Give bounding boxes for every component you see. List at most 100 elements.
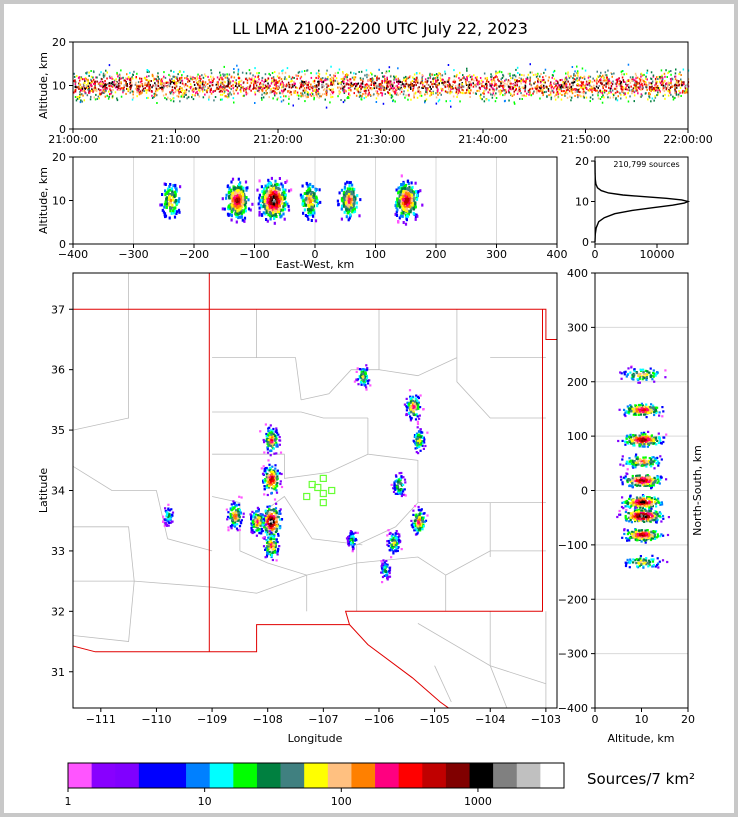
ts-source-cell [103,92,105,94]
ts-source-cell [159,86,161,89]
ts-source-cell [576,90,578,93]
map-state-border [349,624,450,708]
ts-source-cell [457,86,459,89]
ts-source-cell [181,82,184,85]
map-source-cell [260,516,263,519]
ts-ylabel: Altitude, km [37,52,50,119]
ew-source-cell [226,185,229,189]
ts-source-cell [683,83,685,85]
ts-source-cell [674,75,677,78]
ts-source-cell [491,87,494,90]
ts-source-cell [273,79,276,82]
ts-source-cell [379,86,382,89]
ts-source-cell [305,96,308,99]
ew-source-cell [312,208,315,212]
ts-source-cell [322,84,325,87]
ts-source-cell [138,88,140,91]
ts-source-cell [662,82,664,85]
ts-source-cell [364,88,366,90]
ts-source-cell [491,75,493,78]
ts-source-cell [509,80,511,83]
ts-source-cell [663,72,666,75]
ts-source-cell [561,94,563,96]
ts-source-cell [476,76,478,79]
ts-source-cell [88,85,91,88]
ts-source-cell [235,79,237,82]
ts-source-cell [646,78,648,81]
ts-source-cell [491,93,494,96]
map-source-cell [252,525,255,528]
ew-source-cell [175,212,178,215]
ew-source-cell [169,188,172,192]
ts-source-cell [667,86,669,89]
ts-source-cell [489,84,491,87]
ts-source-cell [575,88,577,91]
ew-source-cell [342,202,345,206]
ew-source-cell [394,204,397,208]
ts-source-cell [282,90,284,93]
ts-source-cell [604,89,606,92]
ts-source-cell [264,73,267,76]
ts-source-cell [392,87,394,90]
ts-source-cell [646,84,648,87]
ts-source-cell [99,90,101,93]
ts-source-cell [170,99,172,102]
ts-source-cell [237,92,239,95]
ew-source-cell [258,210,261,214]
ts-source-cell [560,84,563,87]
ew-source-cell [308,187,311,191]
ts-source-cell [625,96,627,99]
map-source-cell [268,505,271,508]
ts-source-cell [333,83,335,86]
ts-source-cell [553,81,556,84]
map-source-cell [279,482,282,486]
ts-source-cell [466,77,468,80]
ew-source-cell [269,181,272,185]
ts-source-cell [316,85,318,88]
ts-source-cell [460,86,462,89]
ew-source-cell [230,205,233,209]
ts-source-cell [444,85,447,88]
ts-source-cell [393,81,395,84]
ts-source-cell [312,80,315,83]
ew-source-cell [272,194,275,197]
ts-source-cell [386,84,388,87]
ts-source-cell [144,82,146,85]
ts-source-cell [564,80,567,83]
ts-source-cell [119,88,121,91]
ts-source-cell [89,98,92,101]
ew-source-cell [270,212,273,216]
ts-source-cell [426,92,428,95]
ts-source-cell [338,89,341,92]
ts-source-cell [137,88,139,90]
ts-source-cell [403,85,405,88]
ts-source-cell [625,87,627,90]
map-source-cell [265,485,268,488]
ts-source-cell [199,89,201,92]
ts-source-cell [162,86,164,89]
ts-source-cell [519,97,521,100]
ts-source-cell [383,89,385,92]
ts-source-cell [425,91,427,93]
ts-source-cell [343,81,345,83]
ts-source-cell [500,91,503,94]
ts-source-cell [659,90,661,93]
ew-source-cell [225,193,228,197]
ts-source-cell [568,85,570,88]
ts-source-cell [634,72,637,75]
ts-source-cell [170,69,172,72]
ts-source-cell [450,86,452,89]
ts-source-cell [209,81,211,84]
ew-source-cell [395,210,398,214]
ts-source-cell [535,76,538,78]
ts-source-cell [632,78,635,81]
ew-source-cell [352,202,355,206]
ts-source-cell [325,90,327,93]
ew-source-cell [308,185,311,189]
ts-source-cell [450,91,453,94]
map-source-cell [275,489,278,492]
ew-source-cell [269,217,272,221]
ts-source-cell [674,92,676,95]
map-source-cell [267,486,271,489]
ts-source-cell [686,84,688,87]
